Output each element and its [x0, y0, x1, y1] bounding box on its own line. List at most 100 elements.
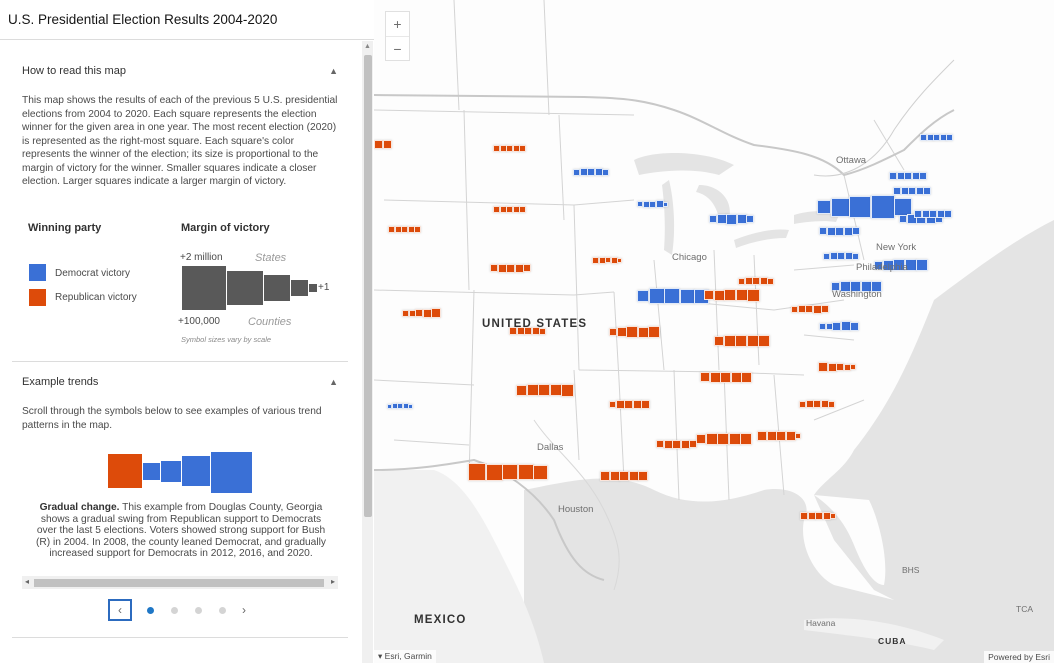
election-symbol-square[interactable] — [830, 197, 850, 217]
election-symbol-square[interactable] — [502, 464, 518, 480]
powered-by[interactable]: Powered by Esri — [984, 651, 1054, 663]
election-symbol-square[interactable] — [485, 463, 503, 481]
election-symbol-square[interactable] — [870, 195, 895, 219]
election-symbol-square[interactable] — [713, 289, 725, 301]
election-map[interactable]: UNITED STATES MEXICO CUBA Ottawa New Yor… — [374, 0, 1054, 663]
pager-dot-4[interactable] — [218, 606, 226, 614]
horizontal-scrollbar[interactable]: ◂ ▸ — [22, 576, 338, 589]
election-symbol-square[interactable] — [728, 433, 741, 445]
election-symbol-square[interactable] — [664, 288, 680, 304]
election-symbol-square[interactable] — [600, 471, 610, 481]
vertical-scroll-thumb[interactable] — [364, 55, 372, 517]
election-symbol-square[interactable] — [730, 371, 742, 383]
election-symbol-square[interactable] — [704, 290, 714, 300]
election-symbol-square[interactable] — [746, 215, 754, 223]
election-symbol-square[interactable] — [533, 464, 548, 480]
election-symbol-square[interactable] — [795, 433, 801, 439]
scroll-left-icon[interactable]: ◂ — [25, 577, 30, 586]
election-symbol-square[interactable] — [757, 431, 767, 441]
election-symbol-square[interactable] — [852, 252, 859, 260]
election-symbol-square[interactable] — [821, 305, 829, 313]
election-symbol-square[interactable] — [523, 264, 531, 272]
election-symbol-square[interactable] — [602, 168, 609, 176]
election-symbol-square[interactable] — [852, 227, 860, 235]
election-symbol-square[interactable] — [679, 288, 695, 304]
election-symbol-square[interactable] — [638, 471, 648, 481]
election-symbol-square[interactable] — [916, 259, 928, 271]
election-symbol-square[interactable] — [923, 187, 931, 195]
election-symbol-square[interactable] — [717, 433, 729, 445]
election-symbol-square[interactable] — [539, 327, 546, 335]
election-symbol-square[interactable] — [561, 383, 574, 397]
election-symbol-square[interactable] — [785, 431, 796, 441]
election-symbol-square[interactable] — [700, 372, 710, 382]
election-symbol-square[interactable] — [517, 464, 534, 480]
election-symbol-square[interactable] — [431, 308, 441, 318]
election-symbol-square[interactable] — [628, 471, 639, 481]
election-symbol-square[interactable] — [626, 326, 638, 338]
election-symbol-square[interactable] — [944, 210, 952, 218]
election-symbol-square[interactable] — [946, 133, 953, 141]
election-symbol-square[interactable] — [735, 289, 748, 301]
zoom-out-button[interactable]: − — [386, 36, 409, 60]
horizontal-scroll-thumb[interactable] — [34, 579, 324, 587]
expand-icon[interactable]: ▾ — [378, 651, 383, 661]
example-trends-header[interactable]: Example trends ▲ — [12, 362, 348, 402]
election-symbol-square[interactable] — [689, 440, 697, 448]
election-symbol-square[interactable] — [828, 400, 835, 408]
election-symbol-square[interactable] — [709, 371, 721, 383]
election-symbol-square[interactable] — [714, 336, 724, 346]
election-symbol-square[interactable] — [648, 326, 660, 338]
chevron-up-icon[interactable]: ▲ — [329, 66, 338, 76]
election-symbol-square[interactable] — [766, 431, 777, 441]
election-symbol-square[interactable] — [736, 214, 747, 224]
pager-dot-2[interactable] — [170, 606, 178, 614]
election-symbol-square[interactable] — [720, 371, 731, 383]
election-symbol-square[interactable] — [850, 364, 856, 370]
next-button[interactable]: › — [242, 603, 246, 617]
previous-button[interactable]: ‹ — [108, 599, 132, 621]
election-symbol-square[interactable] — [641, 399, 650, 409]
vertical-scrollbar[interactable]: ▲ — [362, 41, 373, 663]
election-symbol-square[interactable] — [637, 290, 649, 302]
election-symbol-square[interactable] — [723, 335, 736, 347]
election-symbol-square[interactable] — [840, 321, 851, 331]
election-symbol-square[interactable] — [468, 463, 486, 481]
attribution[interactable]: ▾ Esri, Garmin — [374, 650, 436, 663]
how-to-read-header[interactable]: How to read this map ▲ — [12, 51, 348, 91]
election-symbol-square[interactable] — [741, 371, 752, 383]
election-symbol-square[interactable] — [609, 471, 620, 481]
election-symbol-square[interactable] — [818, 362, 828, 372]
election-symbol-square[interactable] — [767, 277, 774, 285]
election-symbol-square[interactable] — [747, 288, 760, 302]
election-symbol-square[interactable] — [516, 384, 527, 396]
election-symbol-square[interactable] — [382, 139, 392, 149]
election-symbol-square[interactable] — [408, 403, 413, 409]
election-symbol-square[interactable] — [716, 214, 727, 224]
election-symbol-square[interactable] — [919, 172, 927, 180]
election-symbol-square[interactable] — [538, 384, 550, 396]
chevron-up-icon[interactable]: ▲ — [329, 377, 338, 387]
election-symbol-square[interactable] — [849, 196, 871, 218]
election-symbol-square[interactable] — [850, 321, 859, 331]
election-symbol-square[interactable] — [619, 471, 629, 481]
election-symbol-square[interactable] — [740, 433, 752, 445]
election-symbol-square[interactable] — [817, 200, 831, 214]
pager-dot-1[interactable] — [146, 606, 154, 614]
election-symbol-square[interactable] — [724, 289, 736, 301]
scroll-right-icon[interactable]: ▸ — [330, 577, 335, 586]
election-symbol-square[interactable] — [871, 280, 882, 292]
election-symbol-square[interactable] — [830, 513, 836, 519]
election-symbol-square[interactable] — [526, 384, 539, 396]
scroll-up-icon[interactable]: ▲ — [364, 43, 371, 50]
election-symbol-square[interactable] — [519, 144, 526, 152]
election-symbol-square[interactable] — [705, 433, 718, 445]
election-symbol-square[interactable] — [637, 326, 649, 338]
election-symbol-square[interactable] — [616, 327, 627, 337]
pager-dot-3[interactable] — [194, 606, 202, 614]
election-symbol-square[interactable] — [414, 225, 421, 233]
election-symbol-square[interactable] — [776, 431, 786, 441]
election-symbol-square[interactable] — [726, 213, 737, 225]
election-symbol-square[interactable] — [746, 335, 759, 347]
election-symbol-square[interactable] — [648, 288, 665, 304]
